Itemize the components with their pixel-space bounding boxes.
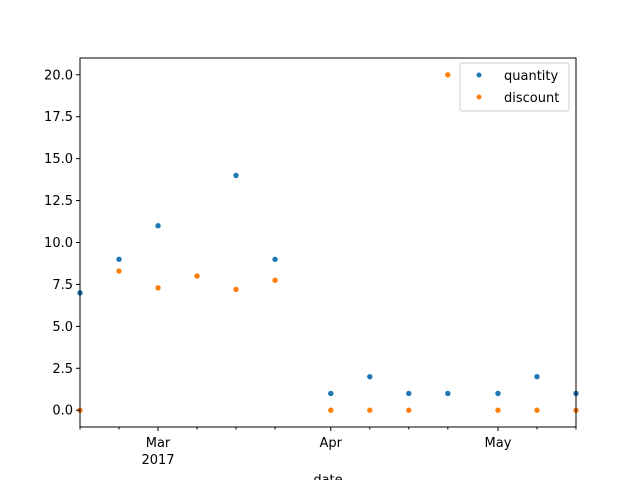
point-quantity — [272, 256, 278, 262]
legend: quantity discount — [459, 62, 570, 112]
point-quantity — [116, 256, 122, 262]
point-quantity — [367, 373, 373, 380]
y-tick-label: 15.0 — [44, 152, 73, 167]
plot-frame — [79, 57, 577, 428]
legend-label-discount: discount — [504, 91, 559, 106]
y-tick-label: 0.0 — [52, 404, 73, 419]
point-quantity — [155, 223, 161, 229]
y-tick-label: 7.5 — [52, 278, 73, 293]
x-tick-sublabel: 2017 — [141, 453, 174, 468]
point-quantity — [233, 172, 239, 179]
point-discount — [406, 407, 412, 413]
y-tick-label: 17.5 — [44, 110, 73, 125]
point-quantity — [495, 390, 501, 397]
point-discount — [233, 286, 239, 293]
point-discount — [328, 407, 334, 413]
point-quantity — [534, 373, 540, 380]
point-discount — [495, 407, 501, 413]
x-axis: Mar 2017 Apr May — [79, 427, 577, 468]
point-discount — [534, 407, 540, 413]
legend-box — [459, 62, 570, 112]
point-discount — [116, 268, 122, 274]
point-discount — [367, 407, 373, 413]
y-tick-label: 5.0 — [52, 320, 73, 335]
y-tick-label: 2.5 — [52, 362, 73, 377]
point-discount — [272, 277, 278, 283]
y-tick-label: 10.0 — [44, 236, 73, 251]
x-tick-label: Apr — [320, 436, 343, 451]
x-axis-label: date — [313, 473, 342, 480]
legend-marker-discount — [476, 94, 482, 100]
point-quantity — [406, 390, 412, 397]
point-quantity — [445, 390, 451, 397]
y-tick-label: 20.0 — [44, 68, 73, 83]
legend-marker-quantity — [476, 72, 482, 78]
point-discount — [445, 72, 451, 78]
legend-label-quantity: quantity — [504, 69, 559, 84]
plot-area — [80, 58, 576, 427]
point-quantity — [328, 390, 334, 397]
points-layer — [77, 72, 579, 413]
point-discount — [194, 273, 200, 279]
point-discount — [155, 285, 161, 291]
x-tick-label: May — [485, 436, 512, 451]
x-tick-label: Mar — [146, 436, 171, 451]
y-tick-label: 12.5 — [44, 194, 73, 209]
y-axis: 0.0 2.5 5.0 7.5 10.0 12.5 15.0 17.5 20.0 — [44, 68, 80, 419]
